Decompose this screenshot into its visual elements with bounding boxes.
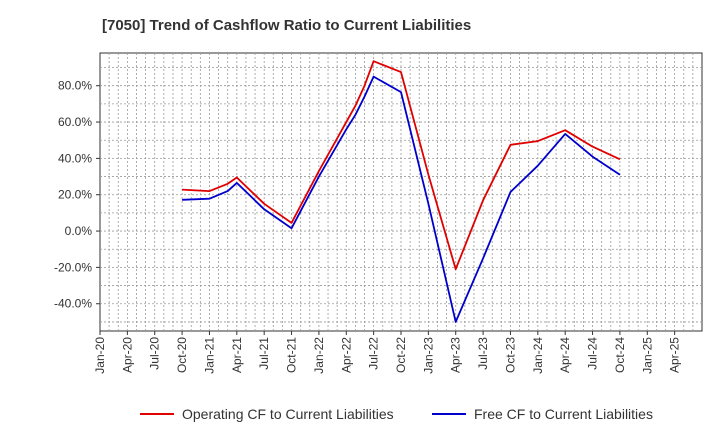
x-tick-label: Apr-22 <box>339 337 353 373</box>
x-tick-label: Jul-24 <box>586 337 600 370</box>
x-axis-ticks: Jan-20 Apr-20 Jul-20 Oct-20 Jan-21 Apr-21 Jul-… <box>93 331 682 374</box>
x-tick-label: Apr-20 <box>120 337 134 373</box>
legend-label-free-cf: Free CF to Current Liabilities <box>474 406 653 422</box>
x-tick-label: Jan-24 <box>531 337 545 374</box>
legend-label-operating-cf: Operating CF to Current Liabilities <box>182 406 394 422</box>
x-tick-label: Jan-22 <box>312 337 326 374</box>
x-tick-label: Oct-24 <box>613 337 627 373</box>
series-line-free-cf <box>182 75 621 323</box>
x-tick-label: Oct-22 <box>394 337 408 373</box>
legend: Operating CF to Current Liabilities Free… <box>140 406 653 422</box>
y-tick-label: 60.0% <box>58 115 92 129</box>
x-tick-label: Jan-23 <box>421 337 435 374</box>
x-tick-label: Jul-23 <box>476 337 490 370</box>
plot-area <box>99 52 703 332</box>
x-tick-label: Oct-23 <box>503 337 517 373</box>
x-tick-label: Jul-22 <box>367 337 381 370</box>
y-axis-ticks: -40.0% -20.0% 0.0% 20.0% 40.0% 60.0% 80.0% <box>54 79 100 311</box>
x-tick-label: Jan-21 <box>202 337 216 374</box>
x-tick-label: Apr-23 <box>449 337 463 373</box>
x-tick-label: Apr-24 <box>558 337 572 373</box>
x-tick-label: Jan-25 <box>640 337 654 374</box>
x-tick-label: Apr-25 <box>668 337 682 373</box>
x-tick-label: Jul-20 <box>148 337 162 370</box>
x-tick-label: Jan-20 <box>93 337 107 374</box>
y-tick-label: 80.0% <box>58 79 92 93</box>
x-tick-label: Jul-21 <box>257 337 271 370</box>
x-tick-label: Apr-21 <box>230 337 244 373</box>
chart-title: [7050] Trend of Cashflow Ratio to Curren… <box>102 17 471 34</box>
y-tick-label: -40.0% <box>54 297 92 311</box>
series-line-operating-cf <box>182 60 621 271</box>
x-tick-label: Oct-20 <box>175 337 189 373</box>
x-tick-label: Oct-21 <box>285 337 299 373</box>
y-tick-label: 40.0% <box>58 151 92 165</box>
grid <box>100 53 702 331</box>
series-lines <box>182 60 621 323</box>
y-tick-label: 0.0% <box>65 224 93 238</box>
y-tick-label: 20.0% <box>58 188 92 202</box>
y-tick-label: -20.0% <box>54 260 92 274</box>
